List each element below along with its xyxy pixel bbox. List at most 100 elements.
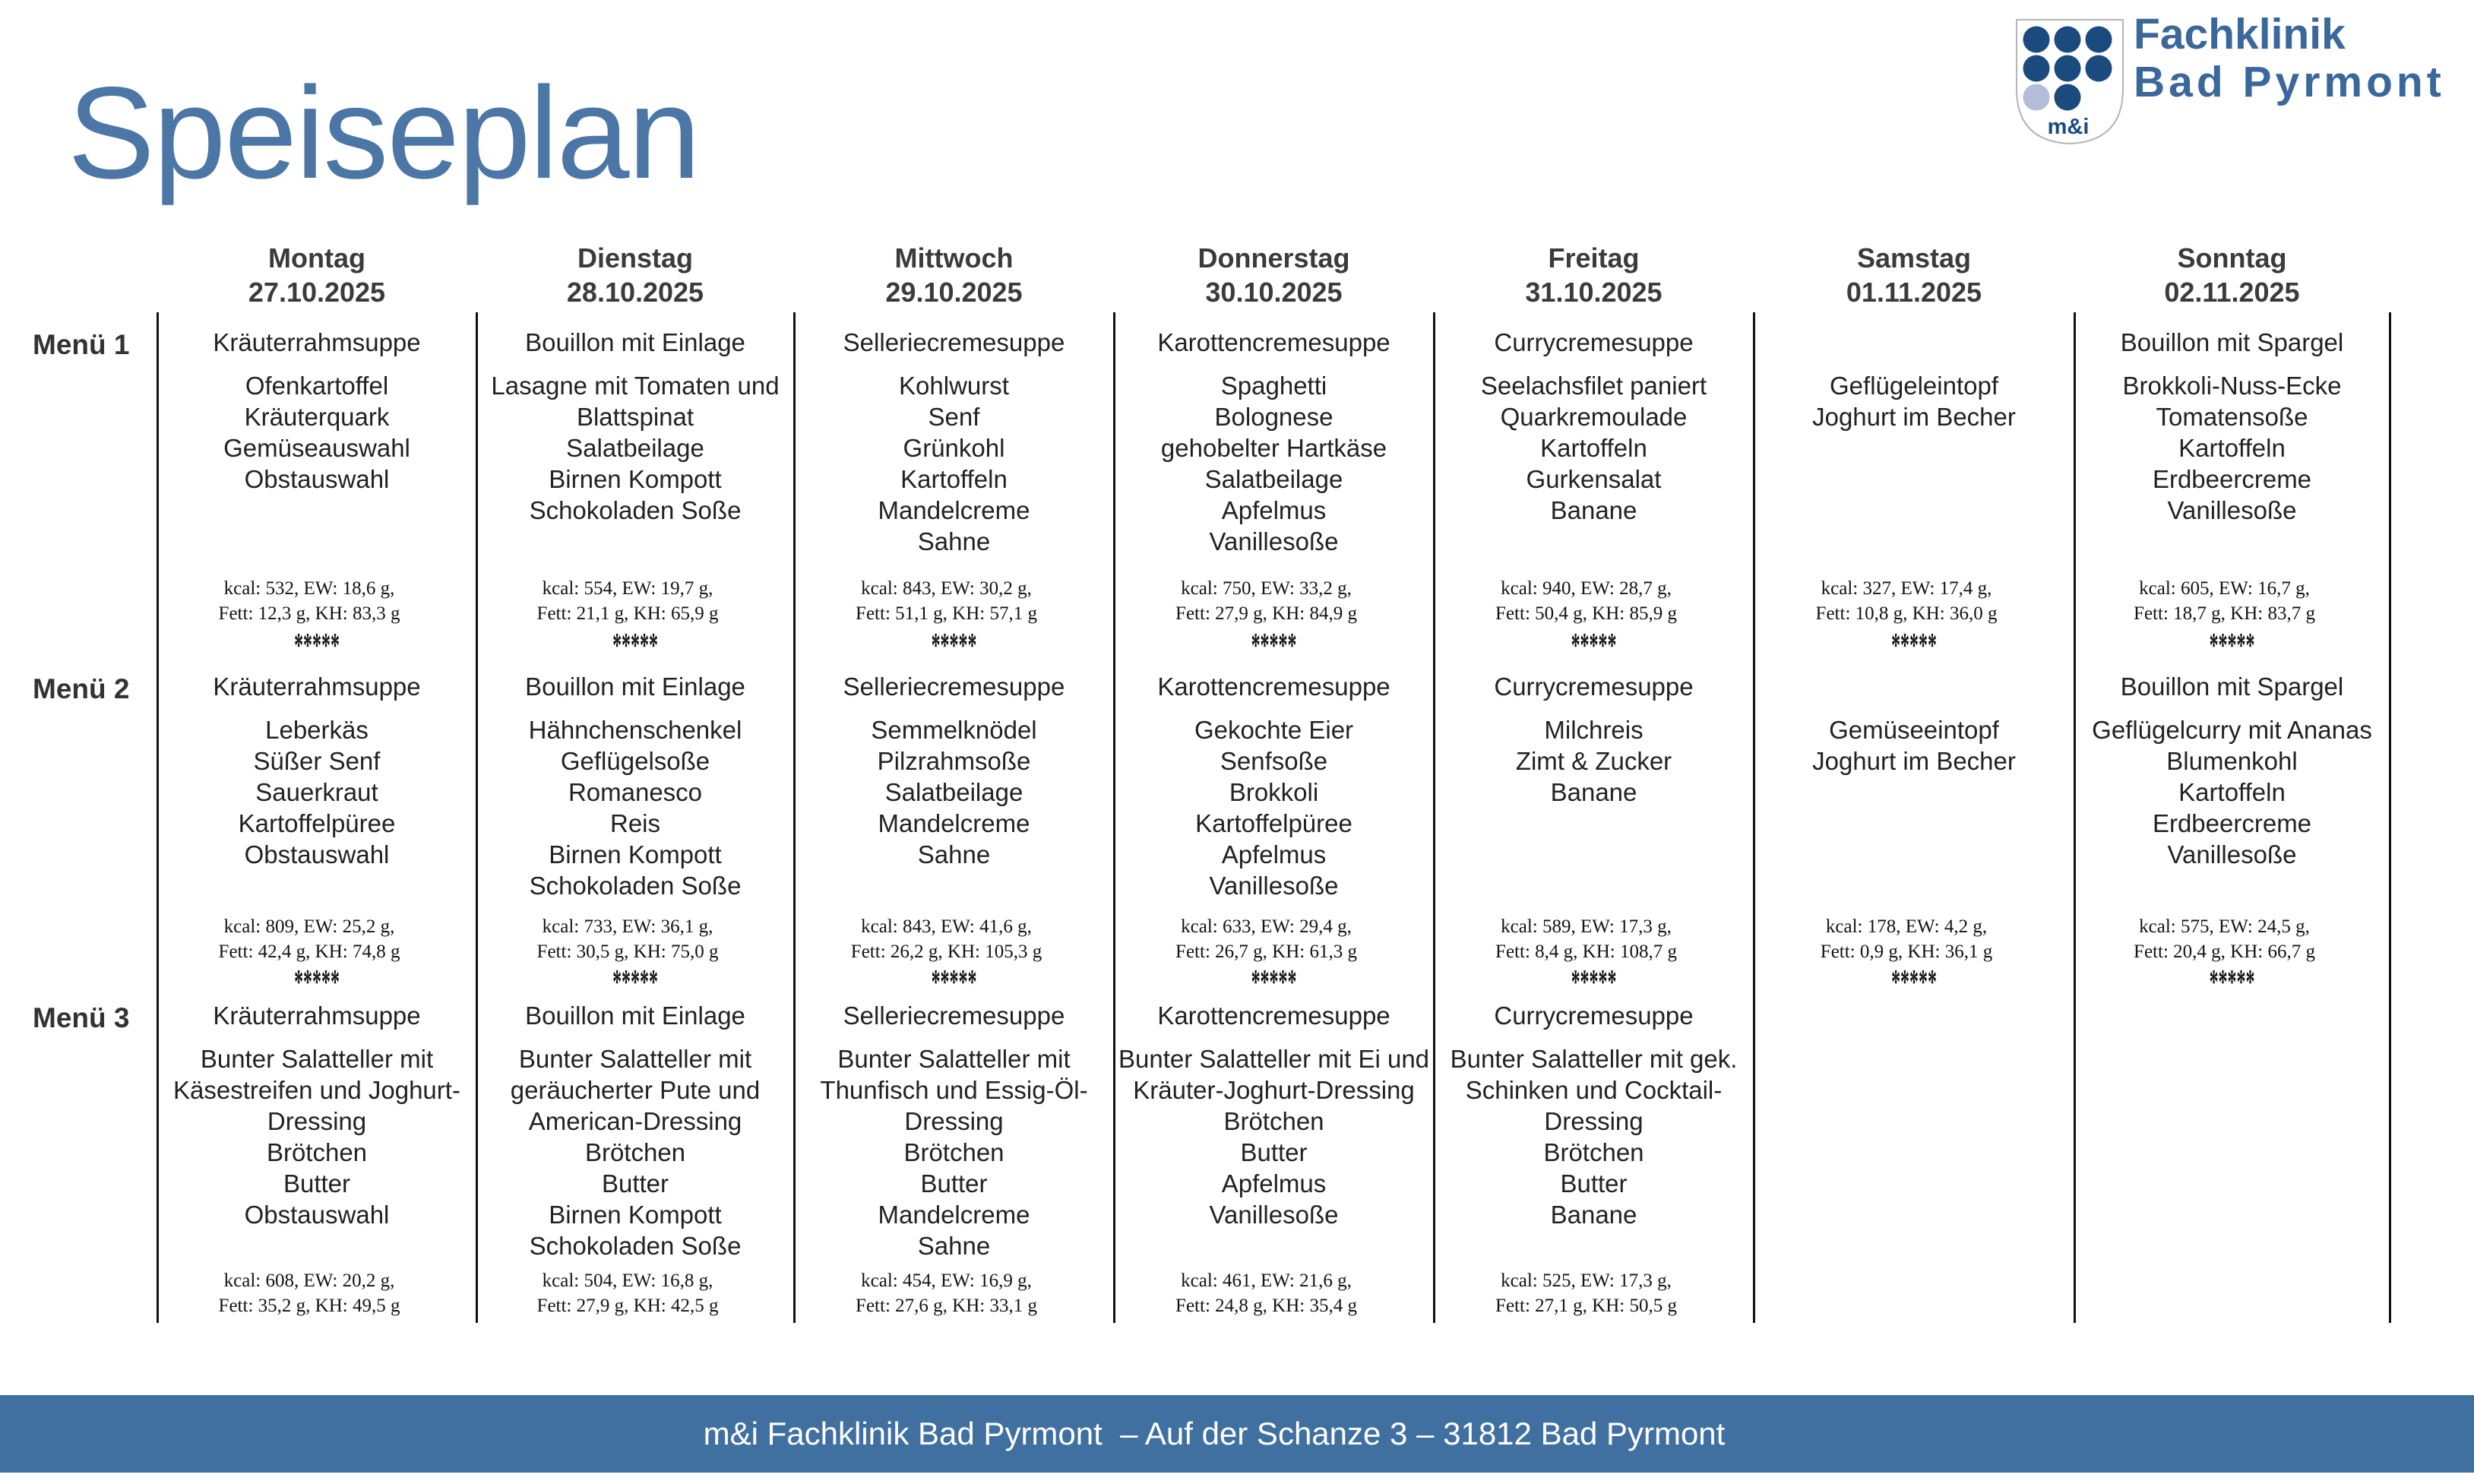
- cell-soup: Bouillon mit Spargel: [2120, 672, 2344, 701]
- cell-item: Butter: [283, 1169, 351, 1198]
- cell-item: Banane: [1550, 495, 1637, 524]
- day-header-freitag: Freitag 31.10.2025: [1434, 241, 1754, 309]
- cell-item: Thunfisch und Essig-Öl-: [820, 1075, 1088, 1104]
- cell-item: Brötchen: [1223, 1106, 1324, 1135]
- cell-item: Vanillesoße: [1209, 1200, 1339, 1229]
- cell-item: Kartoffeln: [2178, 777, 2286, 806]
- cell-item: Bunter Salatteller mit: [837, 1044, 1071, 1073]
- menu-label-1: Menü 1: [33, 329, 130, 360]
- cell-item: Brötchen: [584, 1138, 686, 1166]
- cell-separator: *****: [612, 962, 658, 1001]
- cell-separator: *****: [2209, 625, 2255, 664]
- cell-item: Birnen Kompott: [549, 840, 722, 869]
- cell-item: Käsestreifen und Joghurt-: [173, 1075, 460, 1104]
- cell-soup: Karottencremesuppe: [1157, 1001, 1390, 1030]
- cell-nutrition-fett: Fett: 26,2 g, KH: 105,3 g: [850, 941, 1042, 962]
- day-date: 01.11.2025: [1846, 277, 1982, 308]
- cell-item: Salatbeilage: [1204, 464, 1343, 493]
- cell-separator: *****: [2209, 962, 2255, 1001]
- cell-separator: *****: [294, 625, 340, 664]
- cell-separator: *****: [612, 625, 658, 664]
- cell-nutrition-kcal: kcal: 589, EW: 17,3 g,: [1501, 916, 1672, 937]
- cell-item: Blumenkohl: [2166, 746, 2298, 775]
- cell-item: gehobelter Hartkäse: [1160, 433, 1387, 462]
- day-header-mittwoch: Mittwoch 29.10.2025: [794, 241, 1114, 309]
- day-name: Sonntag: [2177, 242, 2287, 274]
- cell-nutrition-fett: Fett: 27,9 g, KH: 84,9 g: [1175, 603, 1357, 624]
- cell-item: Schokoladen Soße: [529, 495, 742, 524]
- cell-item: Romanesco: [568, 777, 703, 806]
- day-date: 30.10.2025: [1205, 277, 1343, 308]
- cell-nutrition-fett: Fett: 20,4 g, KH: 66,7 g: [2134, 941, 2315, 962]
- cell-item: Mandelcreme: [878, 808, 1030, 837]
- cell-nutrition-kcal: kcal: 940, EW: 28,7 g,: [1501, 577, 1672, 599]
- cell-item: Kräuter-Joghurt-Dressing: [1133, 1075, 1415, 1104]
- cell-soup: Karottencremesuppe: [1157, 672, 1390, 701]
- cell-nutrition-fett: Fett: 42,4 g, KH: 74,8 g: [218, 941, 400, 962]
- day-header-dienstag: Dienstag 28.10.2025: [476, 241, 794, 309]
- cell-separator: *****: [1251, 962, 1297, 1001]
- cell-item: Apfelmus: [1221, 1169, 1327, 1198]
- cell-soup: Currycremesuppe: [1494, 327, 1694, 356]
- column-divider-line: [1113, 312, 1115, 1323]
- cell-item: Obstauswahl: [244, 464, 390, 493]
- column-divider-line: [1753, 312, 1755, 1323]
- cell-item: Leberkäs: [265, 715, 369, 744]
- cell-nutrition-fett: Fett: 24,8 g, KH: 35,4 g: [1175, 1295, 1357, 1316]
- cell-item: Birnen Kompott: [549, 464, 722, 493]
- cell-item: Ofenkartoffel: [245, 371, 389, 400]
- cell-soup: Kräuterrahmsuppe: [213, 327, 421, 356]
- cell-item: Geflügelcurry mit Ananas: [2092, 715, 2372, 744]
- cell-item: Kartoffelpüree: [238, 808, 396, 837]
- cell-nutrition-kcal: kcal: 178, EW: 4,2 g,: [1825, 916, 1988, 937]
- cell-nutrition-kcal: kcal: 750, EW: 33,2 g,: [1181, 577, 1352, 599]
- cell-item: Kräuterquark: [244, 402, 390, 431]
- day-name: Montag: [268, 242, 365, 274]
- cell-item: Salatbeilage: [566, 433, 704, 462]
- cell-nutrition-kcal: kcal: 733, EW: 36,1 g,: [542, 916, 713, 937]
- cell-item: Geflügelsoße: [560, 746, 710, 775]
- cell-item: Butter: [1240, 1138, 1308, 1166]
- cell-nutrition-fett: Fett: 18,7 g, KH: 83,7 g: [2134, 603, 2315, 624]
- cell-item: Banane: [1550, 1200, 1637, 1229]
- cell-item: Quarkremoulade: [1500, 402, 1688, 431]
- cell-item: Pilzrahmsoße: [877, 746, 1031, 775]
- cell-item: Dressing: [267, 1106, 367, 1135]
- cell-item: Hähnchenschenkel: [528, 715, 742, 744]
- mi-logo-shield: m&i: [2016, 19, 2124, 145]
- cell-separator: *****: [1571, 625, 1617, 664]
- cell-nutrition-fett: Fett: 30,5 g, KH: 75,0 g: [536, 941, 719, 962]
- cell-nutrition-kcal: kcal: 532, EW: 18,6 g,: [223, 577, 395, 599]
- cell-item: Blattspinat: [576, 402, 694, 431]
- cell-item: Spaghetti: [1220, 371, 1327, 400]
- cell-item: Birnen Kompott: [549, 1200, 722, 1229]
- day-date: 31.10.2025: [1525, 277, 1663, 308]
- cell-item: Brokkoli: [1229, 777, 1319, 806]
- cell-item: Geflügeleintopf: [1830, 371, 1998, 400]
- cell-item: geräucherter Pute und: [510, 1075, 761, 1104]
- footer-bar: m&i Fachklinik Bad Pyrmont – Auf der Sch…: [0, 1395, 2474, 1473]
- cell-item: Butter: [601, 1169, 669, 1198]
- day-date: 27.10.2025: [248, 277, 386, 308]
- cell-soup: Selleriecremesuppe: [843, 327, 1065, 356]
- cell-item: Senfsoße: [1220, 746, 1328, 775]
- cell-separator: *****: [294, 962, 340, 1001]
- cell-item: Vanillesoße: [1209, 871, 1339, 900]
- cell-item: Mandelcreme: [878, 1200, 1030, 1229]
- cell-item: Gurkensalat: [1526, 464, 1662, 493]
- cell-item: Bunter Salatteller mit Ei und: [1118, 1044, 1430, 1073]
- cell-item: Schinken und Cocktail-: [1465, 1075, 1723, 1104]
- cell-nutrition-kcal: kcal: 461, EW: 21,6 g,: [1181, 1270, 1352, 1291]
- cell-soup: Kräuterrahmsuppe: [213, 672, 421, 701]
- cell-item: Bunter Salatteller mit: [200, 1044, 434, 1073]
- cell-separator: *****: [1891, 962, 1937, 1001]
- column-divider-line: [2074, 312, 2076, 1323]
- cell-item: Brötchen: [266, 1138, 368, 1166]
- cell-item: Dressing: [1544, 1106, 1644, 1135]
- cell-item: Tomatensoße: [2156, 402, 2308, 431]
- menu-label-3: Menü 3: [33, 1002, 130, 1033]
- cell-nutrition-kcal: kcal: 525, EW: 17,3 g,: [1501, 1270, 1672, 1291]
- cell-soup: Bouillon mit Spargel: [2120, 327, 2344, 356]
- cell-nutrition-kcal: kcal: 575, EW: 24,5 g,: [2139, 916, 2310, 937]
- cell-item: Brokkoli-Nuss-Ecke: [2122, 371, 2342, 400]
